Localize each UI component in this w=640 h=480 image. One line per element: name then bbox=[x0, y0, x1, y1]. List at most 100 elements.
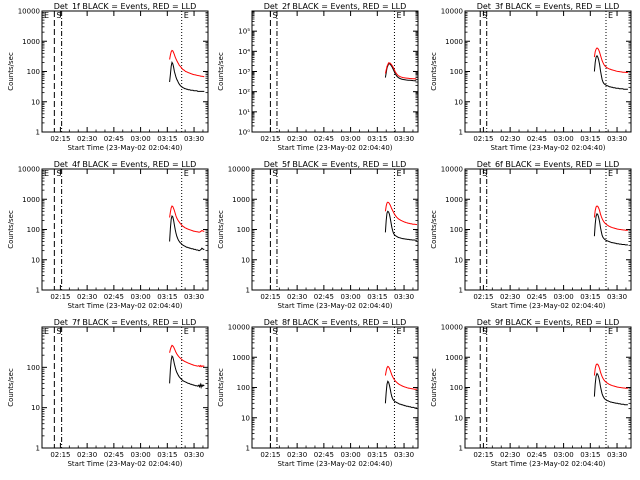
panel-6: Det_6f BLACK = Events, RED = LLD Counts/s… bbox=[430, 160, 632, 310]
y-tick-label: 1000 bbox=[445, 354, 463, 362]
x-tick-label: 03:30 bbox=[184, 451, 204, 459]
x-tick-label: 02:15 bbox=[50, 135, 70, 143]
time-marker-label: E bbox=[396, 327, 401, 336]
x-tick-label: 02:45 bbox=[527, 293, 547, 301]
series-events bbox=[169, 214, 205, 252]
x-tick-label: 02:45 bbox=[314, 135, 334, 143]
x-tick-label: 02:30 bbox=[287, 135, 307, 143]
y-tick-label: 100 bbox=[27, 226, 40, 234]
y-tick-label: 1 bbox=[36, 445, 40, 453]
x-tick-label: 03:30 bbox=[607, 135, 627, 143]
y-tick-label: 100 bbox=[27, 364, 40, 372]
time-marker-label: E bbox=[396, 169, 401, 178]
plot-frame bbox=[41, 10, 209, 133]
y-tick-label: 1000 bbox=[22, 38, 40, 46]
time-marker-label: E bbox=[396, 11, 401, 20]
y-tick-label: 10000 bbox=[441, 324, 463, 332]
y-tick-label: 10 bbox=[454, 256, 463, 264]
series-events bbox=[384, 63, 417, 82]
y-tick-label: 100 bbox=[450, 226, 463, 234]
x-tick-label: 02:45 bbox=[527, 135, 547, 143]
y-axis-label: Counts/sec bbox=[430, 52, 438, 91]
x-tick-label: 03:30 bbox=[607, 451, 627, 459]
time-marker-label: S bbox=[272, 327, 277, 336]
x-tick-label: 03:15 bbox=[367, 293, 387, 301]
x-tick-label: 03:15 bbox=[580, 135, 600, 143]
x-tick-label: 02:30 bbox=[287, 293, 307, 301]
series-lld bbox=[593, 363, 628, 389]
time-marker-label: E bbox=[44, 169, 49, 178]
y-tick-label: 10 bbox=[454, 98, 463, 106]
time-marker-label: S bbox=[482, 327, 487, 336]
y-axis-label: Counts/sec bbox=[217, 52, 225, 91]
x-tick-label: 02:45 bbox=[104, 135, 124, 143]
panel-5: Det_5f BLACK = Events, RED = LLD Counts/s… bbox=[217, 160, 419, 310]
time-marker-label: E bbox=[184, 11, 189, 20]
x-tick-label: 02:15 bbox=[50, 293, 70, 301]
series-lld bbox=[384, 201, 418, 226]
y-tick-label: 10000 bbox=[441, 8, 463, 16]
y-tick-label: 100 bbox=[450, 68, 463, 76]
time-marker-label: S bbox=[56, 169, 61, 178]
y-axis-label: Counts/sec bbox=[217, 368, 225, 407]
x-tick-label: 03:30 bbox=[607, 293, 627, 301]
series-lld bbox=[169, 205, 205, 233]
panel-7: Det_7f BLACK = Events, RED = LLD Counts/s… bbox=[7, 318, 209, 468]
series-events bbox=[169, 355, 205, 390]
x-tick-label: 03:00 bbox=[130, 451, 150, 459]
time-marker-label: E bbox=[608, 11, 613, 20]
x-axis-label: Start Time (23-May-02 02:04:40) bbox=[490, 460, 605, 468]
time-marker-label: E bbox=[608, 169, 613, 178]
x-axis-label: Start Time (23-May-02 02:04:40) bbox=[67, 144, 182, 152]
panel-title: Det_4f BLACK = Events, RED = LLD bbox=[54, 160, 197, 169]
series-events bbox=[384, 210, 417, 241]
series-lld bbox=[384, 365, 417, 390]
y-tick-label: 1000 bbox=[22, 196, 40, 204]
y-axis-label: Counts/sec bbox=[7, 52, 15, 91]
y-tick-label: 10⁰ bbox=[238, 129, 250, 137]
y-tick-label: 10¹ bbox=[238, 108, 250, 116]
x-tick-label: 03:15 bbox=[580, 451, 600, 459]
time-marker-label: S bbox=[56, 11, 61, 20]
x-tick-label: 03:15 bbox=[367, 451, 387, 459]
x-tick-label: 02:45 bbox=[527, 451, 547, 459]
y-tick-label: 10 bbox=[31, 404, 40, 412]
y-tick-label: 10000 bbox=[18, 8, 40, 16]
x-tick-label: 03:00 bbox=[553, 451, 573, 459]
x-tick-label: 03:00 bbox=[553, 293, 573, 301]
y-tick-label: 1000 bbox=[445, 196, 463, 204]
x-tick-label: 02:15 bbox=[260, 451, 280, 459]
y-tick-label: 10² bbox=[238, 88, 250, 96]
series-events bbox=[593, 54, 628, 90]
panel-1: Det_1f BLACK = Events, RED = LLD Counts/s… bbox=[7, 2, 209, 152]
time-marker-label: S bbox=[482, 169, 487, 178]
panel-8: Det_8f BLACK = Events, RED = LLD Counts/s… bbox=[217, 318, 419, 468]
y-axis-label: Counts/sec bbox=[430, 210, 438, 249]
y-axis-label: Counts/sec bbox=[7, 210, 15, 249]
x-tick-label: 02:15 bbox=[473, 135, 493, 143]
x-tick-label: 02:30 bbox=[77, 293, 97, 301]
time-marker-label: E bbox=[184, 169, 189, 178]
x-tick-label: 03:15 bbox=[157, 135, 177, 143]
panel-title: Det_9f BLACK = Events, RED = LLD bbox=[477, 318, 620, 327]
y-tick-label: 1 bbox=[459, 445, 463, 453]
panel-9: Det_9f BLACK = Events, RED = LLD Counts/s… bbox=[430, 318, 632, 468]
y-tick-label: 10 bbox=[454, 414, 463, 422]
panel-title: Det_5f BLACK = Events, RED = LLD bbox=[264, 160, 407, 169]
x-tick-label: 03:00 bbox=[553, 135, 573, 143]
y-tick-label: 10 bbox=[241, 256, 250, 264]
x-tick-label: 03:30 bbox=[184, 135, 204, 143]
x-axis-label: Start Time (23-May-02 02:04:40) bbox=[277, 460, 392, 468]
plot-frame bbox=[41, 168, 209, 291]
x-tick-label: 02:30 bbox=[287, 451, 307, 459]
series-lld bbox=[169, 49, 205, 78]
y-tick-label: 1 bbox=[246, 287, 250, 295]
x-tick-label: 02:30 bbox=[77, 451, 97, 459]
series-lld bbox=[169, 344, 205, 368]
y-axis-label: Counts/sec bbox=[217, 210, 225, 249]
x-tick-label: 03:15 bbox=[157, 451, 177, 459]
series-lld bbox=[593, 47, 628, 73]
x-tick-label: 02:45 bbox=[104, 293, 124, 301]
x-tick-label: 03:00 bbox=[340, 135, 360, 143]
